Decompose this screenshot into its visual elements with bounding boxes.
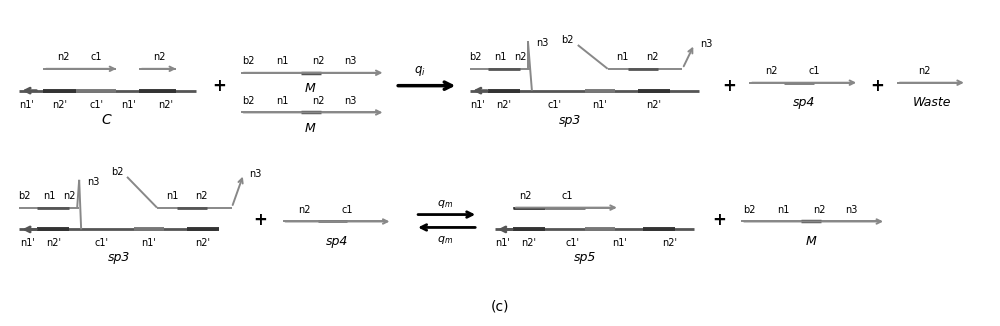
Text: n1: n1 — [494, 52, 506, 62]
Text: sp3: sp3 — [108, 251, 130, 264]
Text: c1: c1 — [342, 205, 353, 215]
Text: +: + — [722, 77, 736, 95]
Text: b2: b2 — [111, 167, 123, 177]
Text: n2': n2' — [52, 99, 67, 110]
Text: n2': n2' — [195, 238, 210, 248]
Text: n2': n2' — [496, 99, 511, 110]
Text: M: M — [305, 122, 316, 135]
Text: n2: n2 — [813, 205, 825, 215]
Text: +: + — [212, 77, 226, 95]
Text: n1': n1' — [122, 99, 136, 110]
Text: c1: c1 — [808, 66, 820, 76]
Text: n3: n3 — [87, 177, 99, 187]
Text: n1: n1 — [166, 191, 178, 201]
Text: c1: c1 — [90, 52, 102, 62]
Text: n2: n2 — [153, 52, 165, 62]
Text: $q_m$: $q_m$ — [437, 234, 453, 246]
Text: $q_i$: $q_i$ — [414, 64, 426, 78]
Text: n1: n1 — [276, 56, 289, 66]
Text: n1': n1' — [19, 99, 34, 110]
Text: +: + — [870, 77, 884, 95]
Text: n2: n2 — [196, 191, 208, 201]
Text: sp4: sp4 — [326, 235, 349, 248]
Text: n1': n1' — [612, 238, 627, 248]
Text: n3: n3 — [344, 96, 357, 106]
Text: n2: n2 — [298, 205, 311, 215]
Text: n3: n3 — [344, 56, 357, 66]
Text: n1': n1' — [592, 99, 607, 110]
Text: sp3: sp3 — [559, 114, 581, 127]
Text: n1: n1 — [777, 205, 789, 215]
Text: n2: n2 — [765, 66, 777, 76]
Text: n2': n2' — [662, 238, 677, 248]
Text: n2: n2 — [57, 52, 69, 62]
Text: $q_m$: $q_m$ — [437, 198, 453, 210]
Text: n1': n1' — [471, 99, 485, 110]
Text: sp5: sp5 — [574, 251, 596, 264]
Text: n2': n2' — [158, 99, 173, 110]
Text: c1': c1' — [548, 99, 562, 110]
Text: b2: b2 — [242, 96, 255, 106]
Text: b2: b2 — [469, 52, 481, 62]
Text: +: + — [254, 211, 268, 229]
Text: c1: c1 — [561, 191, 573, 201]
Text: n1: n1 — [43, 191, 55, 201]
Text: n2: n2 — [514, 52, 526, 62]
Text: b2: b2 — [242, 56, 255, 66]
Text: M: M — [806, 235, 817, 248]
Text: sp4: sp4 — [793, 96, 815, 109]
Text: b2: b2 — [562, 35, 574, 45]
Text: b2: b2 — [743, 205, 756, 215]
Text: c1': c1' — [94, 238, 108, 248]
Text: n2': n2' — [646, 99, 661, 110]
Text: n3: n3 — [536, 38, 548, 48]
Text: n2: n2 — [63, 191, 75, 201]
Text: n3: n3 — [249, 169, 262, 179]
Text: n3: n3 — [700, 39, 713, 49]
Text: n2': n2' — [46, 238, 61, 248]
Text: n2: n2 — [519, 191, 531, 201]
Text: n2: n2 — [312, 96, 325, 106]
Text: n2: n2 — [646, 52, 659, 62]
Text: M: M — [305, 82, 316, 95]
Text: n1': n1' — [142, 238, 156, 248]
Text: b2: b2 — [18, 191, 31, 201]
Text: C: C — [101, 113, 111, 127]
Text: n1: n1 — [616, 52, 629, 62]
Text: +: + — [712, 211, 726, 229]
Text: (c): (c) — [491, 300, 509, 314]
Text: n2: n2 — [312, 56, 325, 66]
Text: c1': c1' — [566, 238, 580, 248]
Text: Waste: Waste — [913, 96, 951, 109]
Text: n2: n2 — [919, 66, 931, 76]
Text: n2': n2' — [521, 238, 536, 248]
Text: n3: n3 — [845, 205, 857, 215]
Text: n1: n1 — [276, 96, 289, 106]
Text: c1': c1' — [89, 99, 103, 110]
Text: n1': n1' — [20, 238, 35, 248]
Text: n1': n1' — [496, 238, 510, 248]
